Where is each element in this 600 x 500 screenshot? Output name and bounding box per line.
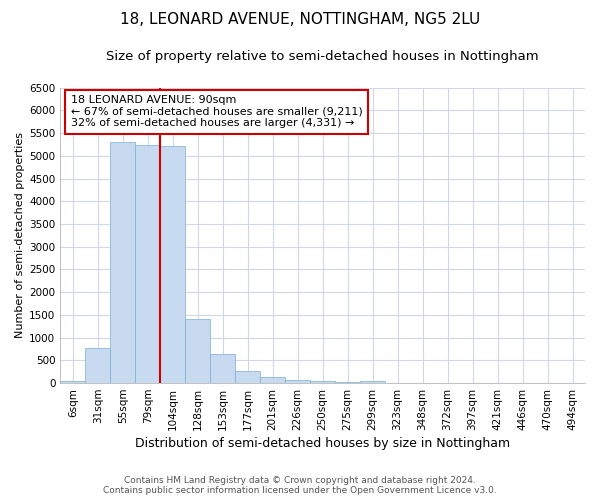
Bar xyxy=(235,372,260,383)
Bar xyxy=(260,377,285,383)
Bar xyxy=(135,144,160,383)
Bar xyxy=(110,142,135,383)
Y-axis label: Number of semi-detached properties: Number of semi-detached properties xyxy=(15,132,25,338)
Bar xyxy=(60,381,85,383)
Bar xyxy=(210,354,235,383)
Text: 18, LEONARD AVENUE, NOTTINGHAM, NG5 2LU: 18, LEONARD AVENUE, NOTTINGHAM, NG5 2LU xyxy=(120,12,480,28)
Bar xyxy=(285,380,310,383)
Bar xyxy=(310,381,335,383)
X-axis label: Distribution of semi-detached houses by size in Nottingham: Distribution of semi-detached houses by … xyxy=(135,437,510,450)
Bar xyxy=(360,380,385,383)
Title: Size of property relative to semi-detached houses in Nottingham: Size of property relative to semi-detach… xyxy=(106,50,539,63)
Bar xyxy=(335,382,360,383)
Text: Contains HM Land Registry data © Crown copyright and database right 2024.
Contai: Contains HM Land Registry data © Crown c… xyxy=(103,476,497,495)
Bar xyxy=(85,348,110,383)
Text: 18 LEONARD AVENUE: 90sqm
← 67% of semi-detached houses are smaller (9,211)
32% o: 18 LEONARD AVENUE: 90sqm ← 67% of semi-d… xyxy=(71,95,362,128)
Bar xyxy=(185,318,210,383)
Bar xyxy=(160,146,185,383)
